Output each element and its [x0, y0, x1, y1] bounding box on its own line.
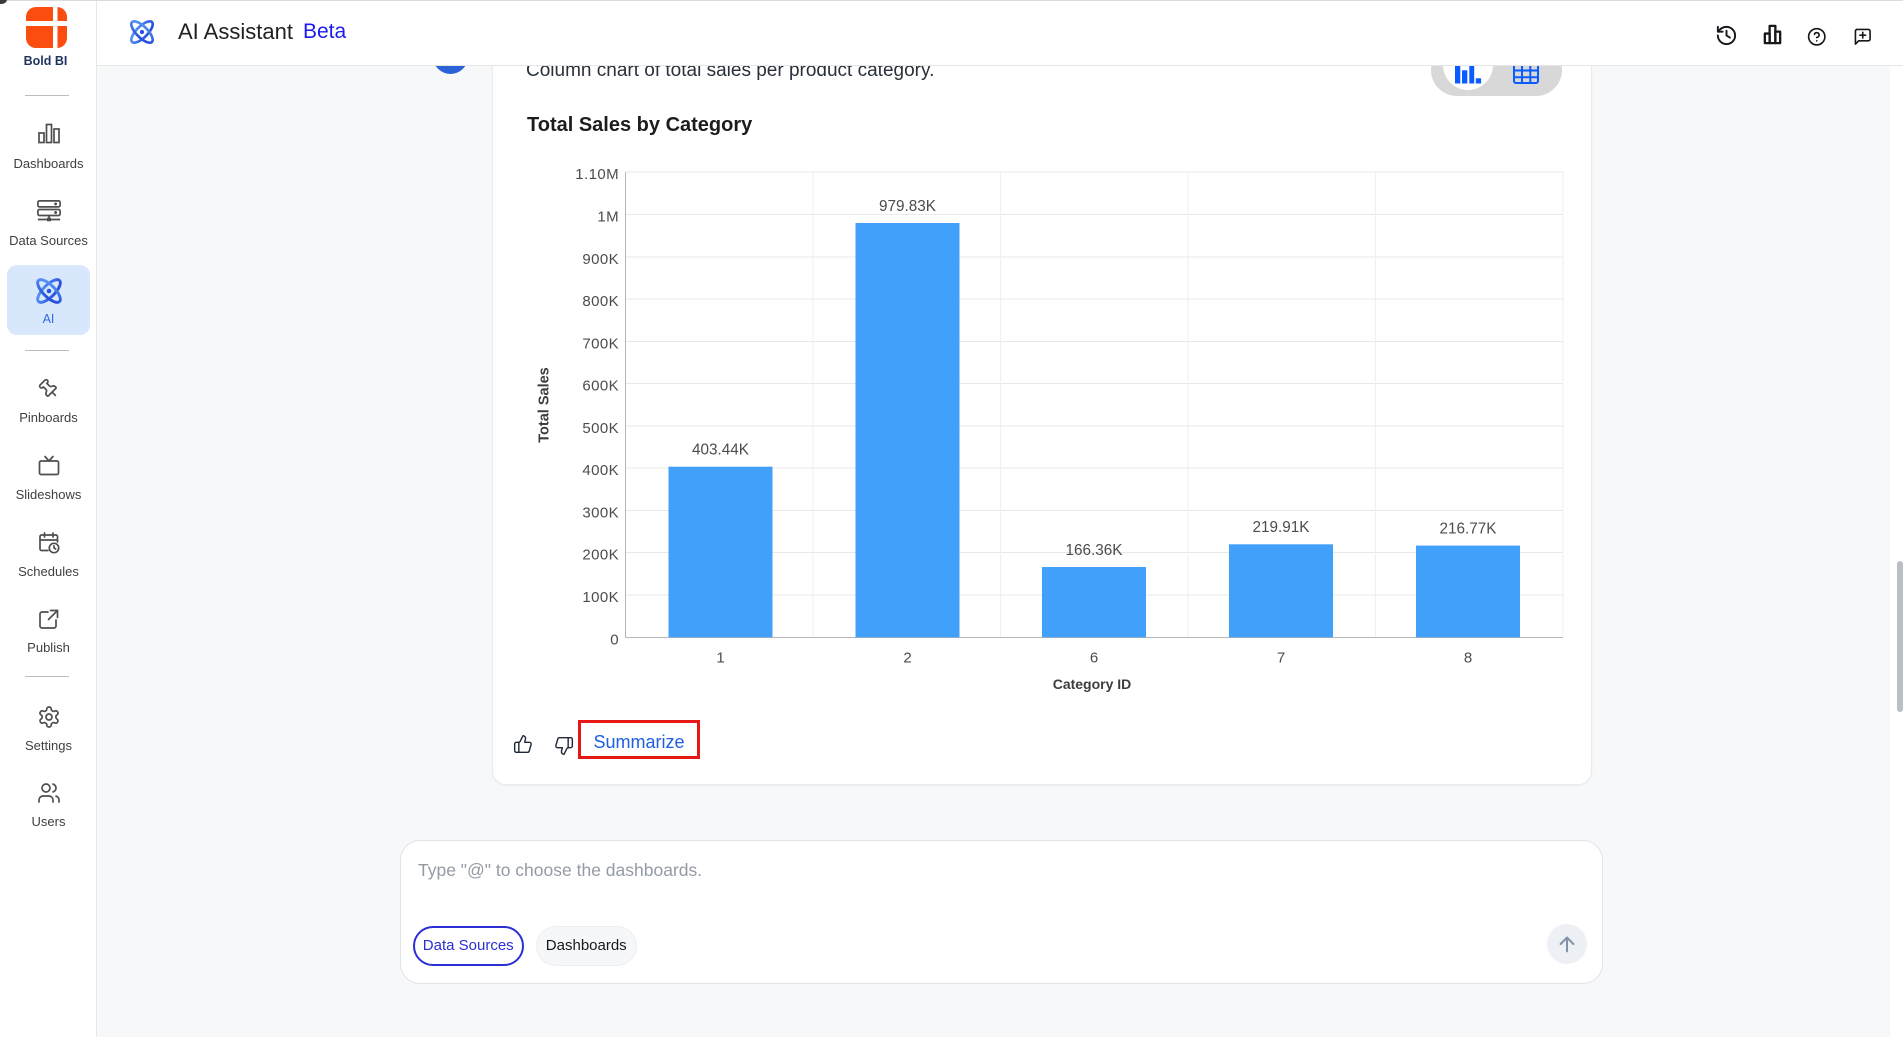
- svg-text:403.44K: 403.44K: [692, 442, 750, 459]
- svg-text:300K: 300K: [582, 505, 619, 522]
- svg-text:979.83K: 979.83K: [879, 198, 937, 215]
- svg-text:800K: 800K: [582, 293, 619, 310]
- svg-text:700K: 700K: [582, 335, 619, 352]
- svg-text:0: 0: [610, 631, 619, 648]
- svg-text:Total Sales: Total Sales: [537, 367, 553, 442]
- svg-text:166.36K: 166.36K: [1066, 542, 1124, 559]
- svg-text:7: 7: [1277, 650, 1285, 667]
- svg-text:600K: 600K: [582, 378, 619, 395]
- svg-text:900K: 900K: [582, 251, 619, 268]
- svg-text:200K: 200K: [582, 547, 619, 564]
- svg-text:Category ID: Category ID: [1053, 676, 1132, 692]
- svg-text:216.77K: 216.77K: [1440, 520, 1498, 537]
- svg-text:500K: 500K: [582, 420, 619, 437]
- svg-text:6: 6: [1090, 650, 1098, 667]
- svg-text:8: 8: [1464, 650, 1472, 667]
- svg-text:1M: 1M: [597, 209, 619, 226]
- svg-text:100K: 100K: [582, 589, 619, 606]
- svg-text:1: 1: [716, 650, 724, 667]
- svg-text:219.91K: 219.91K: [1253, 519, 1311, 536]
- svg-text:400K: 400K: [582, 462, 619, 479]
- svg-text:1.10M: 1.10M: [575, 166, 619, 183]
- svg-text:2: 2: [903, 650, 911, 667]
